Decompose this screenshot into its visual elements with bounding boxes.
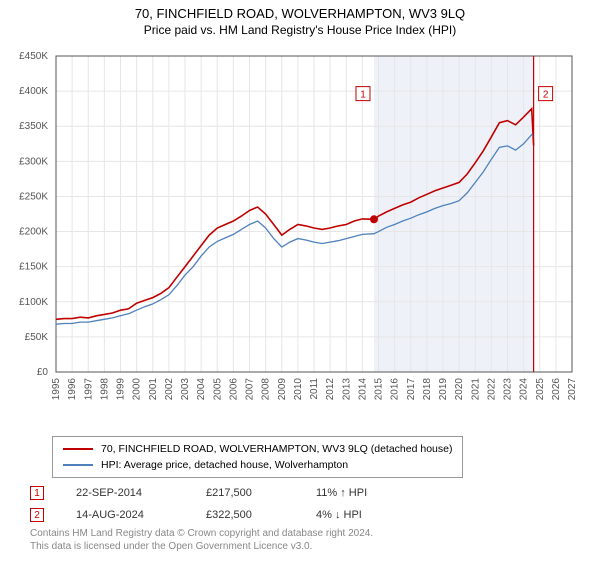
svg-text:2001: 2001 bbox=[148, 378, 159, 401]
svg-text:1: 1 bbox=[360, 90, 366, 101]
svg-text:2005: 2005 bbox=[212, 378, 223, 401]
legend: 70, FINCHFIELD ROAD, WOLVERHAMPTON, WV3 … bbox=[52, 436, 463, 478]
footer-line: Contains HM Land Registry data © Crown c… bbox=[30, 528, 373, 541]
svg-text:£350K: £350K bbox=[19, 121, 48, 132]
svg-text:2002: 2002 bbox=[164, 378, 175, 401]
svg-text:2013: 2013 bbox=[341, 378, 352, 401]
svg-text:2016: 2016 bbox=[390, 378, 401, 401]
svg-text:2017: 2017 bbox=[406, 378, 417, 401]
svg-text:£50K: £50K bbox=[25, 332, 49, 343]
svg-text:2020: 2020 bbox=[454, 378, 465, 401]
chart-area: £0£50K£100K£150K£200K£250K£300K£350K£400… bbox=[52, 52, 576, 402]
annotation-pct: 4% ↓ HPI bbox=[316, 509, 436, 521]
legend-row: 70, FINCHFIELD ROAD, WOLVERHAMPTON, WV3 … bbox=[63, 441, 452, 457]
svg-text:1999: 1999 bbox=[116, 378, 127, 401]
svg-text:£250K: £250K bbox=[19, 191, 48, 202]
svg-text:1998: 1998 bbox=[99, 378, 110, 401]
svg-text:2023: 2023 bbox=[503, 378, 514, 401]
annotation-date: 14-AUG-2024 bbox=[76, 509, 206, 521]
svg-text:2027: 2027 bbox=[567, 378, 578, 401]
footer-attribution: Contains HM Land Registry data © Crown c… bbox=[30, 528, 373, 553]
svg-text:£300K: £300K bbox=[19, 156, 48, 167]
svg-text:2012: 2012 bbox=[325, 378, 336, 401]
annotation-pct: 11% ↑ HPI bbox=[316, 487, 436, 499]
annotation-badge: 2 bbox=[30, 508, 44, 522]
svg-text:2026: 2026 bbox=[551, 378, 562, 401]
svg-text:£150K: £150K bbox=[19, 262, 48, 273]
svg-text:2007: 2007 bbox=[245, 378, 256, 401]
svg-text:2010: 2010 bbox=[293, 378, 304, 401]
svg-text:£100K: £100K bbox=[19, 297, 48, 308]
legend-swatch bbox=[63, 464, 93, 466]
svg-text:2021: 2021 bbox=[470, 378, 481, 401]
annotation-badge: 1 bbox=[30, 486, 44, 500]
svg-text:1996: 1996 bbox=[67, 378, 78, 401]
legend-row: HPI: Average price, detached house, Wolv… bbox=[63, 457, 452, 473]
svg-text:2022: 2022 bbox=[486, 378, 497, 401]
svg-text:1995: 1995 bbox=[51, 378, 62, 401]
page-title: 70, FINCHFIELD ROAD, WOLVERHAMPTON, WV3 … bbox=[0, 6, 600, 21]
legend-swatch bbox=[63, 448, 93, 450]
svg-text:1997: 1997 bbox=[83, 378, 94, 401]
svg-text:£450K: £450K bbox=[19, 51, 48, 62]
svg-text:2004: 2004 bbox=[196, 378, 207, 401]
legend-label: HPI: Average price, detached house, Wolv… bbox=[101, 459, 348, 471]
svg-text:2006: 2006 bbox=[228, 378, 239, 401]
svg-text:2024: 2024 bbox=[519, 378, 530, 401]
svg-text:2011: 2011 bbox=[309, 378, 320, 400]
svg-text:£0: £0 bbox=[37, 367, 49, 378]
chart-container: 70, FINCHFIELD ROAD, WOLVERHAMPTON, WV3 … bbox=[0, 6, 600, 566]
svg-text:£200K: £200K bbox=[19, 227, 48, 238]
svg-text:2015: 2015 bbox=[374, 378, 385, 401]
svg-text:2003: 2003 bbox=[180, 378, 191, 401]
svg-text:£400K: £400K bbox=[19, 86, 48, 97]
svg-text:2025: 2025 bbox=[535, 378, 546, 401]
svg-text:2018: 2018 bbox=[422, 378, 433, 401]
svg-text:2: 2 bbox=[543, 90, 549, 101]
svg-text:2019: 2019 bbox=[438, 378, 449, 401]
svg-text:2014: 2014 bbox=[357, 378, 368, 401]
annotation-price: £217,500 bbox=[206, 487, 316, 499]
line-chart: £0 £50K £100K £150K £200K £250K £300K £350K £400… bbox=[0, 48, 580, 408]
footer-line: This data is licensed under the Open Gov… bbox=[30, 541, 373, 554]
svg-text:2009: 2009 bbox=[277, 378, 288, 401]
annotation-row: 2 14-AUG-2024£322,5004% ↓ HPI bbox=[30, 504, 436, 526]
annotation-row: 1 22-SEP-2014£217,50011% ↑ HPI bbox=[30, 482, 436, 504]
sale-annotations: 1 22-SEP-2014£217,50011% ↑ HPI 2 14-AUG-202… bbox=[30, 482, 436, 526]
legend-label: 70, FINCHFIELD ROAD, WOLVERHAMPTON, WV3 … bbox=[101, 443, 452, 455]
svg-text:2008: 2008 bbox=[261, 378, 272, 401]
page-subtitle: Price paid vs. HM Land Registry's House … bbox=[0, 23, 600, 37]
svg-text:2000: 2000 bbox=[132, 378, 143, 401]
annotation-price: £322,500 bbox=[206, 509, 316, 521]
annotation-date: 22-SEP-2014 bbox=[76, 487, 206, 499]
